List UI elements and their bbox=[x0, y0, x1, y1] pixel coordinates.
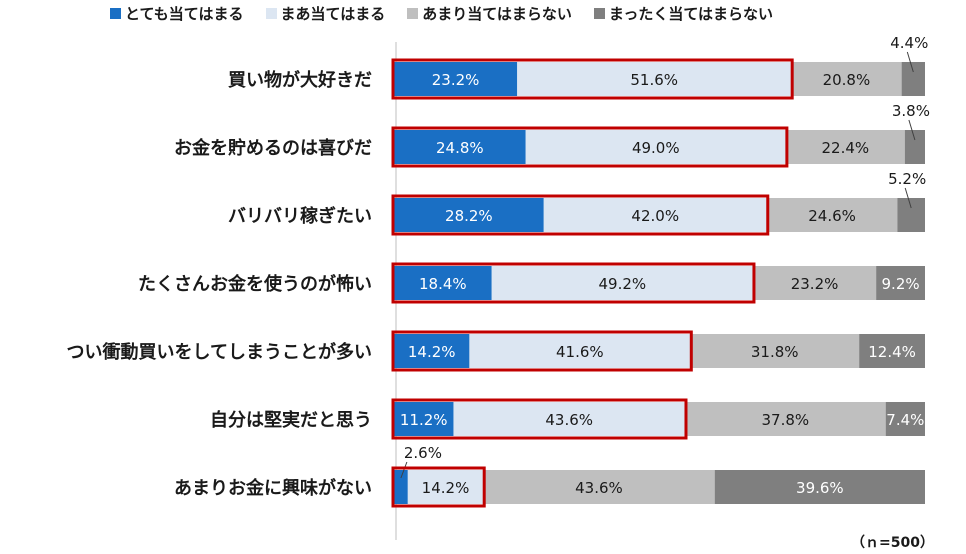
data-label: 31.8% bbox=[751, 343, 799, 361]
leader-line bbox=[400, 461, 408, 479]
highlight-box bbox=[391, 262, 756, 304]
bar-segment bbox=[901, 62, 925, 96]
bar-segment bbox=[859, 334, 925, 368]
data-label: 22.4% bbox=[822, 139, 870, 157]
bar-segment bbox=[897, 198, 925, 232]
bar-segment bbox=[517, 62, 792, 96]
bar-segment bbox=[453, 402, 685, 436]
data-label: 12.4% bbox=[868, 343, 916, 361]
category-label: つい衝動買いをしてしまうことが多い bbox=[67, 341, 372, 363]
data-label: 51.6% bbox=[630, 71, 678, 89]
data-label: 7.4% bbox=[886, 411, 924, 429]
data-label: 4.4% bbox=[890, 34, 928, 52]
data-label: 42.0% bbox=[631, 207, 679, 225]
bar-segment bbox=[791, 62, 902, 96]
data-label: 14.2% bbox=[408, 343, 456, 361]
bar-segment bbox=[491, 266, 753, 300]
bar-segment bbox=[785, 130, 905, 164]
bar-segment bbox=[876, 266, 925, 300]
highlight-box bbox=[391, 330, 693, 372]
bar-segment bbox=[885, 402, 925, 436]
data-label: 24.6% bbox=[808, 207, 856, 225]
data-label: 14.2% bbox=[422, 479, 470, 497]
legend-label-0: とても当てはまる bbox=[125, 4, 244, 23]
data-label: 5.2% bbox=[888, 170, 926, 188]
bar-segment bbox=[525, 130, 786, 164]
legend-label-1: まあ当てはまる bbox=[280, 4, 386, 23]
bar-segment bbox=[766, 198, 898, 232]
data-label: 9.2% bbox=[882, 275, 920, 293]
highlight-box bbox=[391, 466, 486, 508]
data-label: 11.2% bbox=[400, 411, 448, 429]
bar-segment bbox=[394, 130, 526, 164]
legend-swatch-2 bbox=[407, 7, 419, 19]
legend-swatch-3 bbox=[593, 7, 605, 19]
legend-item-1: まあ当てはまる bbox=[265, 3, 386, 24]
data-label: 28.2% bbox=[445, 207, 493, 225]
data-label: 37.8% bbox=[762, 411, 810, 429]
bar-segment bbox=[543, 198, 767, 232]
bar-segment bbox=[904, 130, 925, 164]
data-label: 49.0% bbox=[632, 139, 680, 157]
leader-line bbox=[904, 187, 912, 209]
bar-segment bbox=[469, 334, 691, 368]
bar-segment bbox=[394, 402, 454, 436]
data-label: 43.6% bbox=[575, 479, 623, 497]
data-label: 23.2% bbox=[432, 71, 480, 89]
data-label: 23.2% bbox=[791, 275, 839, 293]
legend-item-0: とても当てはまる bbox=[110, 3, 244, 24]
bar-segment bbox=[394, 62, 518, 96]
category-label: 自分は堅実だと思う bbox=[210, 409, 372, 431]
legend-swatch-0 bbox=[110, 7, 121, 19]
data-label: 49.2% bbox=[599, 275, 647, 293]
legend-swatch-1 bbox=[265, 7, 277, 19]
bar-segment bbox=[407, 470, 484, 504]
legend-label-3: まったく当てはまらない bbox=[608, 4, 774, 23]
legend-label-2: あまり当てはまらない bbox=[422, 4, 572, 23]
category-label: 買い物が大好きだ bbox=[228, 69, 372, 91]
bar-segment bbox=[690, 334, 860, 368]
data-label: 41.6% bbox=[556, 343, 604, 361]
leader-line bbox=[906, 51, 914, 73]
bar-segment bbox=[394, 470, 408, 504]
legend-item-3: まったく当てはまらない bbox=[593, 3, 774, 24]
chart-legend: とても当てはまる まあ当てはまる あまり当てはまらない まったく当てはまらない bbox=[110, 2, 795, 24]
data-label: 43.6% bbox=[545, 411, 593, 429]
bar-segment bbox=[483, 470, 715, 504]
data-label: 3.8% bbox=[892, 102, 930, 120]
sample-size-note: （ｎ=500） bbox=[851, 535, 934, 551]
highlight-box bbox=[391, 58, 794, 100]
highlight-box bbox=[391, 194, 770, 236]
legend-item-2: あまり当てはまらない bbox=[407, 3, 572, 24]
category-label: たくさんお金を使うのが怖い bbox=[138, 273, 372, 295]
category-label: お金を貯めるのは喜びだ bbox=[174, 137, 372, 159]
data-label: 24.8% bbox=[436, 139, 484, 157]
highlight-box bbox=[391, 126, 789, 168]
data-label: 2.6% bbox=[404, 444, 442, 462]
data-label: 18.4% bbox=[419, 275, 467, 293]
bar-segment bbox=[684, 402, 886, 436]
bar-segment bbox=[752, 266, 877, 300]
bar-segment bbox=[394, 198, 544, 232]
data-label: 20.8% bbox=[823, 71, 871, 89]
bar-segment bbox=[714, 470, 925, 504]
category-label: バリバリ稼ぎたい bbox=[228, 205, 372, 227]
leader-line bbox=[908, 119, 916, 141]
bar-segment bbox=[394, 266, 492, 300]
data-label: 39.6% bbox=[796, 479, 844, 497]
highlight-box bbox=[391, 398, 688, 440]
bar-segment bbox=[394, 334, 470, 368]
category-label: あまりお金に興味がない bbox=[174, 477, 372, 499]
